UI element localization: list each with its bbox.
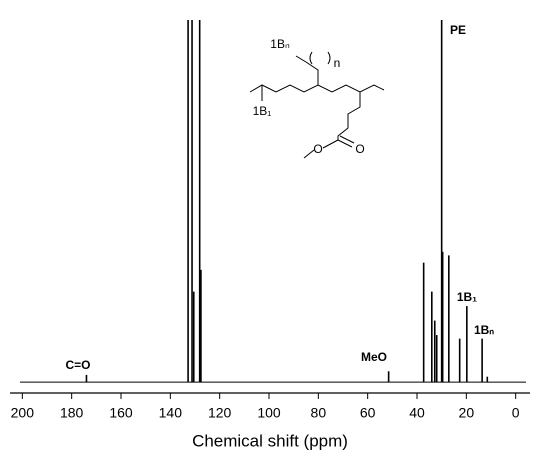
peak-annotation: 1Bₙ — [474, 323, 494, 337]
carbonyl-bond2 — [339, 135, 355, 144]
structure-label: O — [313, 142, 322, 156]
x-tick-label: 140 — [159, 405, 183, 421]
x-tick-label: 60 — [360, 405, 376, 421]
carbonyl-bond — [337, 139, 353, 148]
structure-label: 1Bₙ — [270, 37, 290, 51]
methoxy-bond — [303, 149, 315, 159]
paren-right — [327, 51, 331, 65]
x-tick-label: 0 — [512, 405, 520, 421]
structure-label: 1B₁ — [253, 104, 272, 118]
x-tick-label: 80 — [311, 405, 327, 421]
paren-left — [309, 51, 313, 65]
peak-annotation: 1B₁ — [457, 290, 477, 304]
ester-branch — [337, 92, 361, 140]
peak-annotation: PE — [450, 23, 466, 37]
x-tick-label: 200 — [11, 405, 35, 421]
ester-bond — [322, 139, 339, 149]
x-tick-label: 160 — [109, 405, 133, 421]
structure-label: n — [334, 56, 341, 70]
x-axis-label: Chemical shift (ppm) — [192, 431, 348, 450]
x-tick-label: 100 — [257, 405, 281, 421]
polymer-chain — [249, 84, 385, 93]
x-tick-label: 180 — [60, 405, 84, 421]
peak-annotation: MeO — [361, 350, 387, 364]
peak-annotation: C=O — [65, 358, 90, 372]
x-tick-label: 40 — [409, 405, 425, 421]
x-tick-label: 20 — [459, 405, 475, 421]
x-tick-label: 120 — [208, 405, 232, 421]
structure: 1Bₙ n 1B₁ O O — [249, 37, 385, 159]
structure-label: O — [355, 142, 364, 156]
long-branch — [295, 55, 319, 85]
